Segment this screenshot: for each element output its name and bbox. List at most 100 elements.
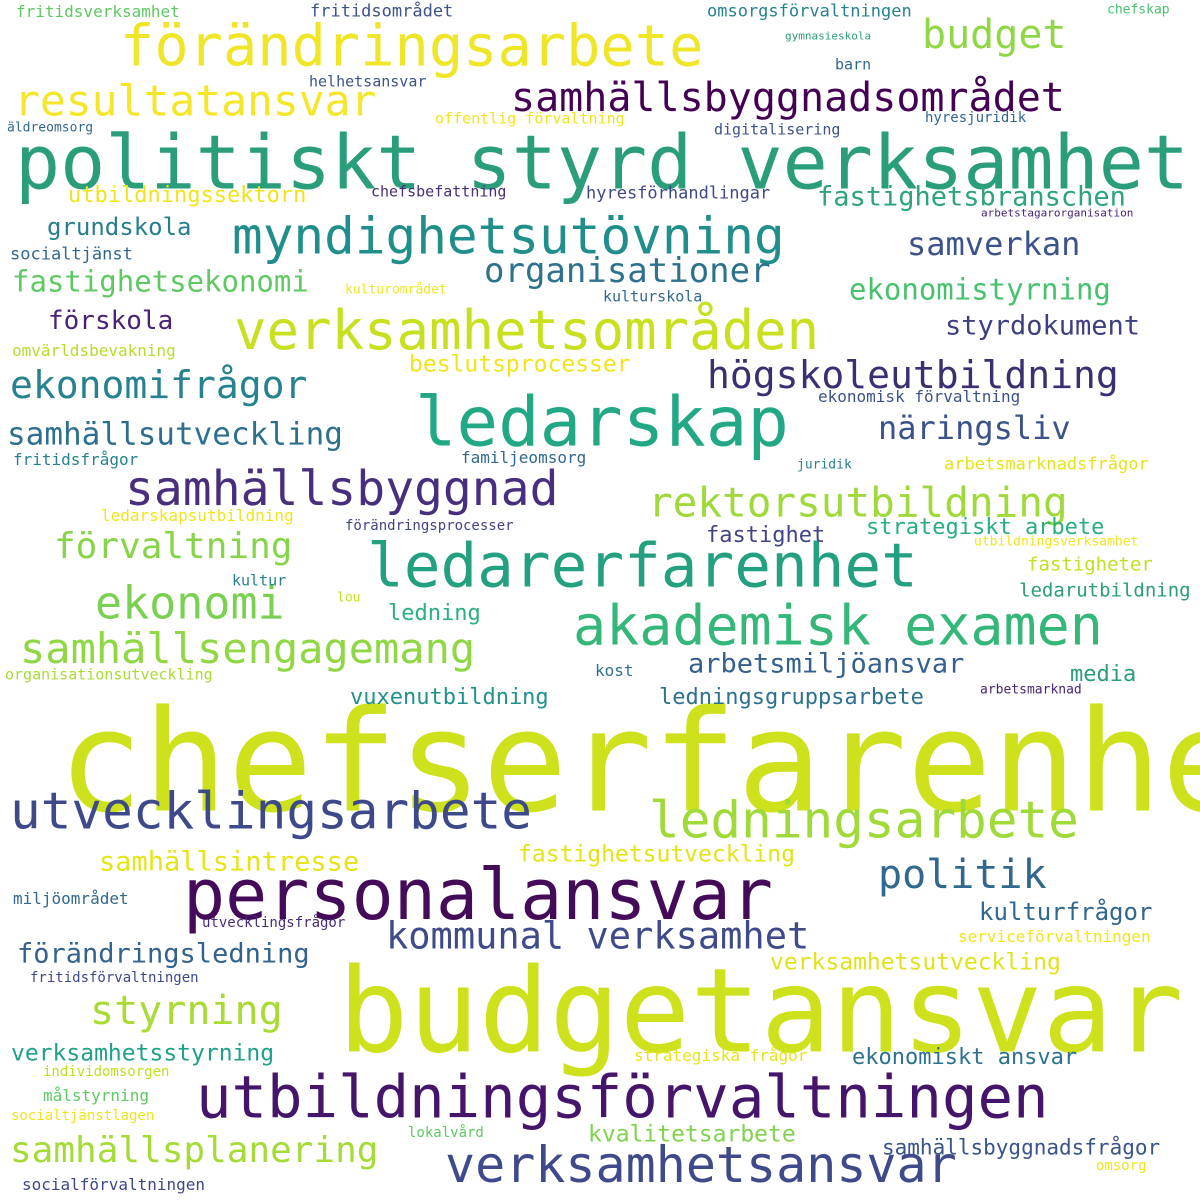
word: förändringsledning (17, 938, 310, 970)
word: ledarskapsutbildning (101, 506, 294, 525)
word: chefsbefattning (371, 182, 507, 201)
word: utvecklingsfrågor (202, 915, 346, 931)
word: verksamhetsansvar (445, 1136, 957, 1194)
word: ekonomiskt ansvar (852, 1045, 1078, 1070)
word: ekonomisk förvaltning (818, 387, 1021, 406)
word: myndighetsutövning (232, 207, 785, 267)
word: fastighet (706, 523, 826, 548)
word: samhällsintresse (99, 846, 360, 878)
word: kultur (232, 571, 287, 590)
word: omvärldsbevakning (12, 341, 176, 360)
word: fastighetsutveckling (518, 841, 795, 868)
word: socialförvaltningen (22, 1175, 206, 1194)
word: ledning (388, 601, 481, 626)
word: förvaltning (54, 526, 293, 567)
word: socialtjänstlagen (11, 1108, 155, 1124)
word: budgetansvar (338, 942, 1184, 1080)
word: förändringsprocesser (345, 518, 514, 534)
word: helhetsansvar (309, 72, 427, 91)
word: hyresjuridik (925, 110, 1027, 126)
word: familjeomsorg (461, 448, 587, 467)
word: lou (337, 590, 361, 606)
word: samverkan (907, 225, 1081, 263)
word: högskoleutbildning (707, 353, 1119, 397)
word: ledningsgruppsarbete (659, 685, 924, 710)
word: fastighetsekonomi (12, 264, 309, 299)
word: barn (835, 55, 872, 74)
word: strategiska frågor (634, 1046, 808, 1065)
word: utbildningsförvaltningen (196, 1062, 1049, 1132)
word: offentlig förvaltning (435, 109, 625, 128)
word: media (1070, 662, 1137, 687)
word: målstyrning (43, 1086, 149, 1105)
word: förskola (48, 306, 174, 336)
word: chefskap (1107, 2, 1170, 18)
word: vuxenutbildning (350, 685, 549, 710)
word: strategiskt arbete (866, 515, 1105, 540)
word: arbetsmiljöansvar (688, 648, 965, 680)
word: samhällsutveckling (7, 416, 343, 453)
word: omsorg (1096, 1158, 1147, 1174)
word: politik (878, 852, 1047, 898)
word: fastigheter (1027, 553, 1153, 576)
word: politiskt styrd verksamhet (15, 118, 1189, 207)
word: kulturområdet (345, 282, 447, 298)
word: ledarerfarenhet (367, 530, 918, 602)
word: fritidsförvaltningen (30, 970, 199, 986)
word: samhällsbyggnadsfrågor (882, 1135, 1161, 1160)
word: rektorsutbildning (648, 478, 1068, 527)
word: fritidsverksamhet (16, 2, 180, 21)
word: samhällsplanering (10, 1130, 379, 1171)
word: verksamhetsutveckling (770, 949, 1061, 976)
word: ledarskap (415, 382, 789, 463)
word: ekonomi (95, 576, 285, 630)
word: förändringsarbete (120, 13, 704, 80)
word: omsorgsförvaltningen (707, 1, 912, 22)
word: kulturskola (603, 287, 703, 306)
word: kost (595, 661, 634, 680)
word: digitalisering (714, 120, 841, 139)
word: lokalvård (408, 1125, 484, 1141)
word: serviceförvaltningen (958, 927, 1151, 946)
word: socialtjänst (10, 244, 133, 265)
word: kulturfrågor (979, 898, 1153, 926)
word: hyresförhandlingar (586, 183, 771, 204)
word: styrdokument (945, 310, 1141, 342)
word: näringsliv (878, 409, 1071, 447)
word: juridik (797, 457, 852, 473)
word: arbetsmarknadsfrågor (944, 454, 1149, 475)
word: chefserfarenhet (58, 680, 1200, 845)
word: ledarutbildning (1019, 579, 1191, 602)
word: äldreomsorg (7, 120, 94, 136)
word: gymnasieskola (785, 29, 872, 43)
word: beslutsprocesser (409, 351, 631, 378)
word: utbildningsverksamhet (974, 534, 1139, 550)
word: fritidsområdet (310, 1, 454, 22)
word: budget (922, 12, 1067, 58)
word: grundskola (47, 213, 192, 241)
word: kvalitetsarbete (588, 1121, 796, 1148)
word: arbetstagarorganisation (981, 206, 1134, 220)
word: verksamhetsområden (234, 299, 820, 362)
word: organisationer (484, 251, 771, 291)
word: verksamhetsstyrning (11, 1040, 275, 1067)
word: fastighetsbranschen (817, 181, 1126, 213)
word: akademisk examen (573, 593, 1103, 658)
word: personalansvar (183, 854, 774, 936)
word: ekonomifrågor (10, 363, 308, 407)
word: miljöområdet (13, 889, 129, 908)
word: ekonomistyrning (849, 272, 1111, 307)
word: samhällsbyggnad (125, 461, 559, 517)
word: organisationsutveckling (5, 665, 213, 684)
word: fritidsfrågor (13, 450, 139, 469)
word: utbildningssektorn (68, 183, 307, 208)
word: resultatansvar (14, 76, 377, 127)
word: ledningsarbete (649, 791, 1079, 851)
word: arbetsmarknad (980, 682, 1082, 698)
word: styrning (90, 988, 283, 1034)
word: utvecklingsarbete (10, 782, 532, 842)
word: kommunal verksamhet (386, 914, 810, 958)
word: individomsorgen (43, 1064, 170, 1080)
word: samhällsengagemang (20, 624, 476, 673)
